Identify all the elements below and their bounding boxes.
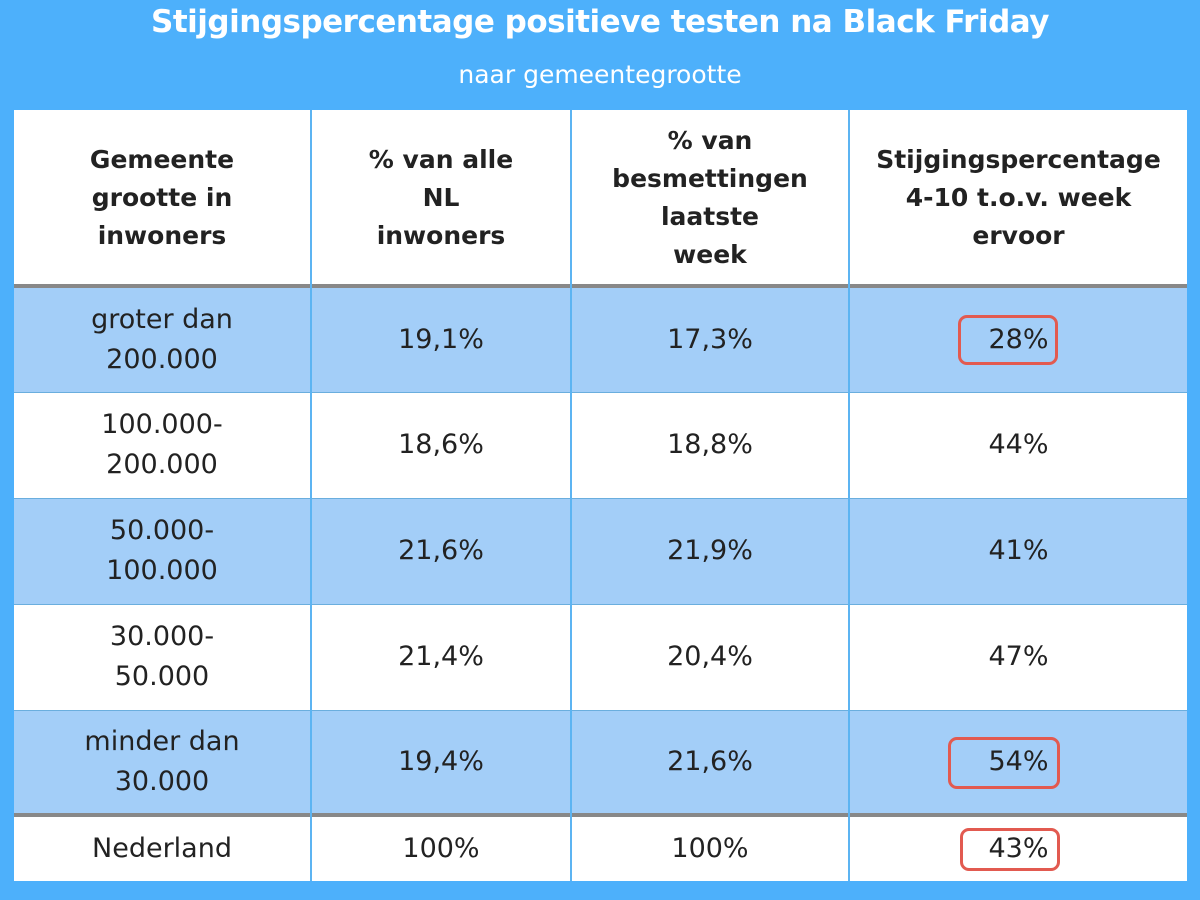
cell-size: 100.000- 200.000 [101,409,223,480]
cell-pct-inhabitants: 19,4% [398,746,484,777]
total-increase: 43% [988,833,1049,864]
cell-pct-inhabitants: 21,6% [398,535,484,566]
cell-pct-infections: 18,8% [667,429,753,460]
total-pct-infections: 100% [671,833,749,864]
cell-increase: 28% [988,324,1049,355]
highlight-box [948,737,1060,789]
data-table: Gemeente grootte in inwoners % van alle … [14,110,1187,881]
cell-pct-inhabitants: 18,6% [398,429,484,460]
cell-increase: 47% [988,641,1049,672]
header-divider [14,284,1187,288]
cell-pct-inhabitants: 19,1% [398,324,484,355]
cell-pct-inhabitants: 21,4% [398,641,484,672]
cell-pct-infections: 21,9% [667,535,753,566]
cell-size: 30.000- 50.000 [109,621,215,692]
cell-size: groter dan 200.000 [91,304,233,375]
cell-size: minder dan 30.000 [84,726,240,797]
column-divider [570,110,572,881]
cell-increase: 41% [988,535,1049,566]
header-cell-pct-infections: % van besmettingen laatste week [612,126,808,269]
header-cell-increase: Stijgingspercentage 4-10 t.o.v. week erv… [876,145,1161,250]
cell-increase: 44% [988,429,1049,460]
total-size: Nederland [92,833,232,864]
header-cell-pct-inhabitants: % van alle NL inwoners [368,145,514,250]
row-divider [14,392,1187,393]
row-band [14,498,1187,604]
header-cell-size: Gemeente grootte in inwoners [89,145,235,250]
column-divider [848,110,850,881]
row-divider [14,604,1187,605]
row-band [14,392,1187,498]
row-band [14,710,1187,814]
row-divider [14,710,1187,711]
total-pct-inhabitants: 100% [402,833,480,864]
page-title: Stijgingspercentage positieve testen na … [151,4,1049,40]
cell-pct-infections: 17,3% [667,324,753,355]
total-divider [14,813,1187,817]
cell-pct-infections: 20,4% [667,641,753,672]
row-divider [14,498,1187,499]
cell-size: 50.000- 100.000 [106,515,218,586]
highlight-box [960,828,1060,871]
column-divider [310,110,312,881]
row-band [14,604,1187,710]
highlight-box [958,315,1058,365]
page-subtitle: naar gemeentegrootte [458,60,742,89]
cell-pct-infections: 21,6% [667,746,753,777]
cell-increase: 54% [988,746,1049,777]
row-band [14,288,1187,392]
